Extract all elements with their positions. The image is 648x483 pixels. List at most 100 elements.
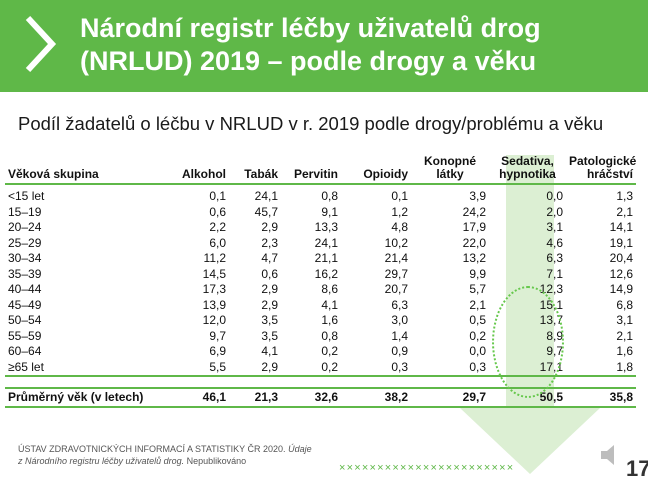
table-cell: 20,7 bbox=[384, 282, 408, 296]
age-group-cell: 30–34 bbox=[8, 251, 42, 265]
col-header-sedativa: Sedativa, hypnotika bbox=[489, 155, 566, 185]
source-line-1-italic: Údaje bbox=[288, 444, 312, 454]
age-group-cell: <15 let bbox=[8, 189, 45, 203]
table-row: 30–34 11,2 4,7 21,1 21,4 13,2 6,3 20,4 bbox=[5, 251, 636, 267]
table-row: 25–29 6,0 2,3 24,1 10,2 22,0 4,6 19,1 bbox=[5, 236, 636, 252]
title-line-2: (NRLUD) 2019 – podle drogy a věku bbox=[80, 46, 537, 76]
table-cell: 4,6 bbox=[546, 235, 563, 250]
table-cell: 8,6 bbox=[321, 282, 338, 296]
table-cell: 1,6 bbox=[616, 344, 633, 358]
table-row: 35–39 14,5 0,6 16,2 29,7 9,9 7,1 12,6 bbox=[5, 267, 636, 283]
table-header-row: Věková skupina Alkohol Tabák Pervitin Op… bbox=[5, 155, 636, 185]
table-cell: 0,3 bbox=[391, 359, 408, 374]
table-cell: 10,2 bbox=[384, 235, 408, 250]
table-cell: 11,2 bbox=[203, 251, 226, 265]
table-cell: 2,9 bbox=[261, 220, 278, 234]
table-cell: 45,7 bbox=[254, 204, 278, 219]
table-cell: 0,3 bbox=[469, 359, 486, 374]
table-cell: 7,1 bbox=[546, 266, 563, 281]
total-cell: 38,2 bbox=[341, 387, 411, 408]
total-cell: 21,3 bbox=[229, 387, 281, 408]
table-cell: 24,2 bbox=[462, 204, 486, 219]
table-body: <15 let 0,1 24,1 0,8 0,1 3,9 0,0 1,3 15–19 0,6 45,… bbox=[5, 184, 636, 376]
table-cell: 21,4 bbox=[384, 251, 408, 265]
total-cell: 46,1 bbox=[165, 387, 229, 408]
source-line-2: Nepublikováno bbox=[186, 456, 247, 466]
table-cell: 5,7 bbox=[469, 282, 486, 296]
age-group-cell: 45–49 bbox=[8, 297, 42, 312]
table-cell: 2,1 bbox=[616, 328, 633, 343]
table-cell: 1,2 bbox=[391, 204, 408, 219]
chevron-right-icon bbox=[25, 15, 57, 73]
title-bar: Národní registr léčby uživatelů drog (NR… bbox=[0, 0, 648, 92]
age-group-cell: 40–44 bbox=[8, 282, 42, 296]
table-cell: 0,9 bbox=[391, 344, 408, 358]
table-cell: 29,7 bbox=[384, 266, 408, 281]
table-cell: 20,4 bbox=[609, 251, 633, 265]
table-cell: 0,1 bbox=[391, 189, 408, 203]
table-cell: 0,0 bbox=[546, 189, 563, 203]
table-cell: 2,9 bbox=[261, 359, 278, 374]
table-cell: 2,9 bbox=[261, 282, 278, 296]
table-cell: 19,1 bbox=[609, 235, 633, 250]
decorative-crosses: ××××××××××××××××××××××× bbox=[339, 462, 515, 474]
col-header-tabak: Tabák bbox=[229, 155, 281, 185]
table-cell: 17,3 bbox=[202, 282, 226, 296]
col-header-hracstvi: Patologické hráčství bbox=[566, 155, 636, 185]
table-cell: 6,8 bbox=[616, 297, 633, 312]
age-group-cell: 60–64 bbox=[8, 344, 42, 358]
total-cell: 29,7 bbox=[411, 387, 489, 408]
table-row: 15–19 0,6 45,7 9,1 1,2 24,2 2,0 2,1 bbox=[5, 205, 636, 221]
table-cell: 6,3 bbox=[546, 251, 563, 265]
speaker-icon[interactable] bbox=[598, 442, 624, 468]
title-line-1: Národní registr léčby uživatelů drog bbox=[80, 13, 541, 43]
table-cell: 0,2 bbox=[469, 328, 486, 343]
table-row: <15 let 0,1 24,1 0,8 0,1 3,9 0,0 1,3 bbox=[5, 184, 636, 205]
table-cell: 0,6 bbox=[261, 266, 278, 281]
table-cell: 12,0 bbox=[202, 313, 226, 327]
table-cell: 0,8 bbox=[321, 189, 338, 203]
age-group-cell: 55–59 bbox=[8, 328, 42, 343]
total-cell: 32,6 bbox=[281, 387, 341, 408]
table-cell: 16,2 bbox=[314, 266, 338, 281]
table-cell: 24,1 bbox=[254, 189, 278, 203]
table-cell: 21,1 bbox=[314, 251, 338, 265]
table-cell: 0,0 bbox=[469, 344, 486, 358]
table-row: 40–44 17,3 2,9 8,6 20,7 5,7 12,3 14,9 bbox=[5, 282, 636, 298]
data-table: Věková skupina Alkohol Tabák Pervitin Op… bbox=[5, 155, 636, 408]
source-line-2-italic: z Národního registru léčby uživatelů dro… bbox=[18, 456, 185, 466]
table-cell: 3,1 bbox=[546, 220, 563, 234]
table-row: 20–24 2,2 2,9 13,3 4,8 17,9 3,1 14,1 bbox=[5, 220, 636, 236]
table-cell: 4,1 bbox=[261, 344, 278, 358]
table-cell: 2,9 bbox=[261, 297, 278, 312]
page-number: 17 bbox=[626, 456, 648, 481]
table-cell: 4,8 bbox=[391, 220, 408, 234]
table-row: 50–54 12,0 3,5 1,6 3,0 0,5 13,7 3,1 bbox=[5, 313, 636, 329]
table-cell: 12,6 bbox=[609, 266, 633, 281]
table-cell: 1,3 bbox=[616, 189, 633, 203]
table-cell: 6,3 bbox=[391, 297, 408, 312]
table-cell: 9,9 bbox=[469, 266, 486, 281]
page-title: Národní registr léčby uživatelů drog (NR… bbox=[80, 12, 541, 78]
table-cell: 13,9 bbox=[202, 297, 226, 312]
table-cell: 0,1 bbox=[209, 189, 226, 203]
table-cell: 2,0 bbox=[546, 204, 563, 219]
table-cell: 24,1 bbox=[314, 235, 338, 250]
table-cell: 2,3 bbox=[261, 235, 278, 250]
table-cell: 2,1 bbox=[616, 204, 633, 219]
col-header-konopne: Konopné látky bbox=[411, 155, 489, 185]
age-group-cell: 35–39 bbox=[8, 266, 42, 281]
table-cell: 0,6 bbox=[209, 204, 226, 219]
source-line-1: ÚSTAV ZDRAVOTNICKÝCH INFORMACÍ A STATIST… bbox=[18, 444, 286, 454]
table-cell: 3,5 bbox=[261, 328, 278, 343]
table-cell: 0,2 bbox=[321, 344, 338, 358]
table-cell: 3,1 bbox=[616, 313, 633, 327]
table-cell: 1,6 bbox=[321, 313, 338, 327]
age-group-cell: 25–29 bbox=[8, 235, 42, 250]
table-cell: 0,2 bbox=[321, 359, 338, 374]
table-cell: 22,0 bbox=[462, 235, 486, 250]
table-cell: 0,8 bbox=[321, 328, 338, 343]
table-cell: 4,1 bbox=[321, 297, 338, 312]
table-cell: 14,9 bbox=[609, 282, 633, 296]
table-cell: 0,5 bbox=[469, 313, 486, 327]
